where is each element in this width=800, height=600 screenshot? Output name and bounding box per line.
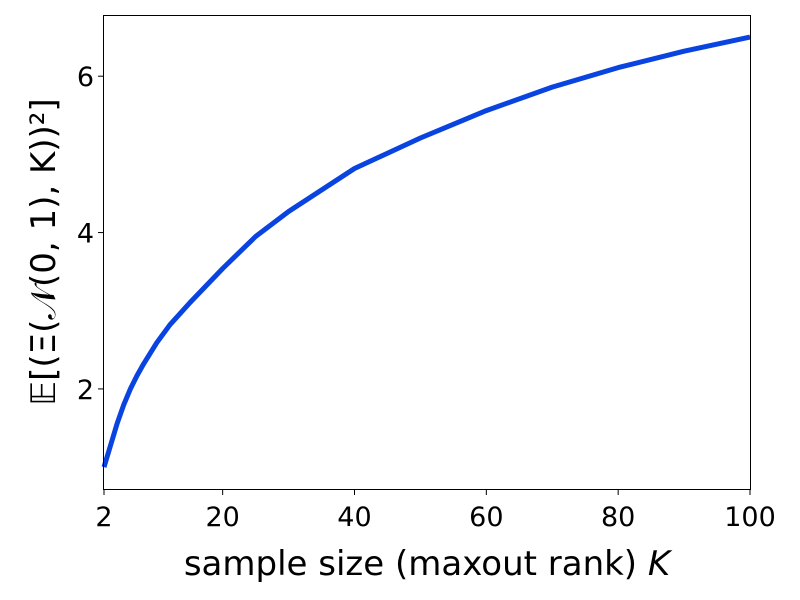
plot-area-frame bbox=[103, 15, 751, 490]
y-axis-label: 𝔼[(Ξ(𝒩(0, 1), K))²] bbox=[24, 98, 64, 405]
x-tick-label: 100 bbox=[724, 502, 776, 533]
x-axis-ticks: 2 20 40 60 80 100 bbox=[95, 489, 776, 533]
y-tick-label: 2 bbox=[77, 375, 94, 406]
x-tick-label: 40 bbox=[337, 502, 371, 533]
x-tick-label: 20 bbox=[205, 502, 239, 533]
series-lines bbox=[101, 34, 751, 468]
x-tick-label: 80 bbox=[601, 502, 635, 533]
y-tick-label: 6 bbox=[77, 62, 94, 93]
x-tick-label: 60 bbox=[469, 502, 503, 533]
x-tick-label: 2 bbox=[95, 502, 112, 533]
y-tick-label: 4 bbox=[77, 219, 94, 250]
x-axis-label: sample size (maxout rank) K bbox=[184, 544, 673, 584]
y-axis-ticks: 2 4 6 bbox=[77, 62, 104, 406]
series-line-0 bbox=[101, 34, 751, 468]
